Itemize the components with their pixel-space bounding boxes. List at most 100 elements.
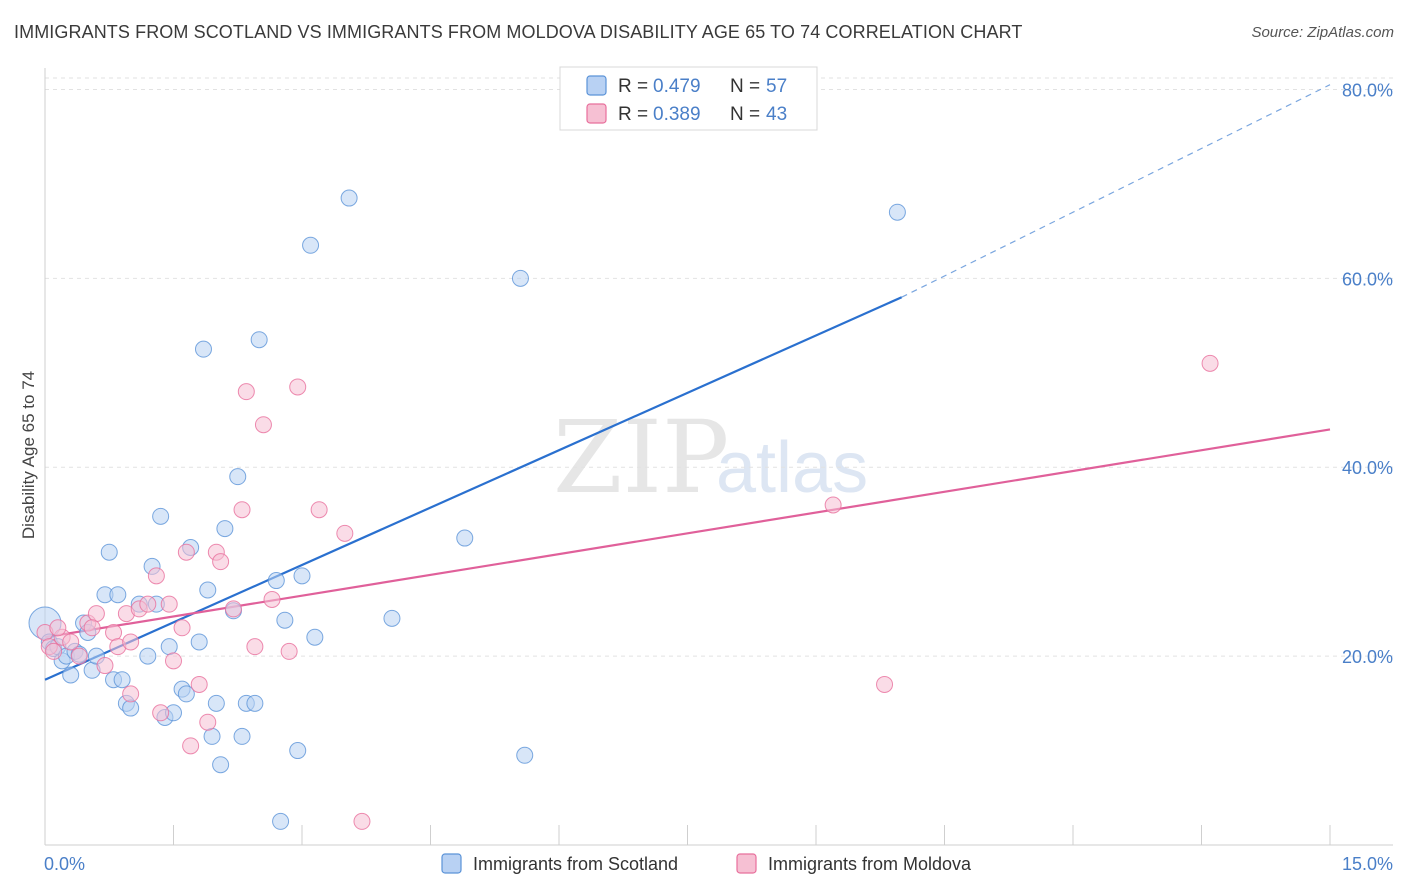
- y-tick-label-60: 60.0%: [1342, 269, 1393, 289]
- point-moldova-5: [70, 647, 88, 665]
- point-moldova-27: [233, 501, 251, 519]
- legend-scotland-r-value: 0.479: [653, 76, 701, 97]
- point-moldova-14: [139, 595, 157, 613]
- point-moldova-17: [160, 595, 178, 613]
- point-scotland-24: [152, 507, 170, 525]
- point-scotland-44: [272, 812, 290, 830]
- point-scotland-54: [516, 746, 534, 764]
- point-moldova-12: [122, 685, 140, 703]
- point-scotland-43: [267, 572, 285, 590]
- point-moldova-34: [310, 501, 328, 519]
- point-scotland-50: [340, 189, 358, 207]
- point-scotland-16: [109, 586, 127, 604]
- point-scotland-55: [888, 203, 906, 221]
- point-moldova-33: [289, 378, 307, 396]
- point-moldova-4: [62, 633, 80, 651]
- point-scotland-42: [250, 331, 268, 349]
- point-moldova-39: [1201, 354, 1219, 372]
- point-scotland-56: [216, 520, 234, 538]
- point-moldova-26: [224, 600, 242, 618]
- legend-scotland-n-value: 57: [766, 76, 787, 97]
- point-scotland-48: [302, 236, 320, 254]
- point-moldova-19: [173, 619, 191, 637]
- y-tick-label-80: 80.0%: [1342, 80, 1393, 100]
- source-label: Source: ZipAtlas.com: [1251, 24, 1394, 41]
- point-scotland-31: [190, 633, 208, 651]
- point-moldova-32: [280, 642, 298, 660]
- point-scotland-19: [122, 699, 140, 717]
- point-moldova-29: [246, 638, 264, 656]
- point-moldova-36: [353, 812, 371, 830]
- point-moldova-8: [96, 657, 114, 675]
- bottom-legend: Immigrants from Scotland Immigrants from…: [441, 853, 972, 874]
- trend-line-scotland: [44, 296, 903, 681]
- point-moldova-38: [876, 675, 894, 693]
- legend-swatch-moldova: [586, 103, 607, 124]
- watermark-atlas: atlas: [716, 428, 868, 508]
- point-moldova-15: [147, 567, 165, 585]
- point-scotland-45: [276, 611, 294, 629]
- legend-moldova-n-value: 43: [766, 104, 787, 125]
- point-scotland-53: [511, 269, 529, 287]
- point-moldova-40: [49, 619, 67, 637]
- x-tick-label-min: 0.0%: [44, 854, 85, 874]
- chart-title: IMMIGRANTS FROM SCOTLAND VS IMMIGRANTS F…: [14, 22, 1023, 42]
- point-moldova-9: [105, 624, 123, 641]
- y-axis-label: Disability Age 65 to 74: [19, 371, 38, 539]
- bottom-legend-swatch-scotland: [441, 853, 462, 874]
- point-moldova-2: [45, 642, 63, 660]
- trend-lines: [44, 84, 1331, 681]
- point-scotland-35: [207, 694, 225, 712]
- bottom-legend-scotland: Immigrants from Scotland: [473, 854, 678, 874]
- point-moldova-30: [254, 416, 272, 434]
- point-scotland-34: [203, 727, 221, 745]
- point-scotland-6: [62, 666, 80, 684]
- legend: R = 0.479 N = 57 R = 0.389 N = 43: [559, 66, 818, 131]
- point-moldova-28: [237, 383, 255, 401]
- y-tick-label-40: 40.0%: [1342, 458, 1393, 478]
- point-moldova-23: [199, 713, 217, 731]
- point-scotland-14: [100, 543, 118, 561]
- axes: [44, 68, 1393, 846]
- watermark-zip: ZIP: [553, 399, 729, 516]
- point-moldova-7: [87, 605, 105, 623]
- point-moldova-25: [212, 553, 230, 571]
- point-scotland-36: [212, 756, 230, 774]
- point-moldova-18: [165, 652, 182, 670]
- point-scotland-47: [293, 567, 311, 585]
- point-scotland-49: [306, 628, 324, 646]
- point-moldova-21: [182, 737, 200, 755]
- gridlines: [45, 77, 1393, 657]
- tick-labels: 20.0% 40.0% 60.0% 80.0% 0.0% 15.0%: [44, 80, 1393, 874]
- point-moldova-41: [122, 633, 140, 651]
- bottom-legend-swatch-moldova: [736, 853, 757, 874]
- point-scotland-26: [160, 638, 178, 656]
- point-moldova-35: [336, 524, 354, 542]
- point-moldova-20: [177, 543, 195, 561]
- point-moldova-22: [190, 675, 208, 693]
- point-moldova-16: [152, 704, 170, 722]
- trend-line-moldova: [44, 428, 1331, 639]
- legend-scotland-n-label: N =: [730, 76, 760, 97]
- legend-moldova-n-label: N =: [730, 104, 760, 125]
- legend-moldova-r-label: R =: [618, 104, 648, 125]
- point-scotland-41: [246, 694, 264, 712]
- point-scotland-29: [177, 685, 195, 703]
- point-scotland-17: [113, 671, 131, 689]
- point-scotland-46: [289, 742, 307, 760]
- legend-moldova-r-value: 0.389: [653, 104, 701, 125]
- point-scotland-33: [199, 581, 217, 599]
- trend-line-scotland-projection: [901, 84, 1331, 298]
- point-moldova-31: [263, 590, 281, 608]
- bottom-legend-moldova: Immigrants from Moldova: [768, 854, 972, 874]
- y-tick-label-20: 20.0%: [1342, 647, 1393, 667]
- legend-scotland-r-label: R =: [618, 76, 648, 97]
- legend-swatch-scotland: [586, 75, 607, 96]
- point-scotland-32: [194, 340, 212, 358]
- point-scotland-21: [139, 647, 157, 665]
- point-moldova-42: [83, 619, 101, 637]
- point-moldova-37: [824, 496, 842, 514]
- point-scotland-39: [233, 727, 251, 745]
- x-tick-label-max: 15.0%: [1342, 854, 1393, 874]
